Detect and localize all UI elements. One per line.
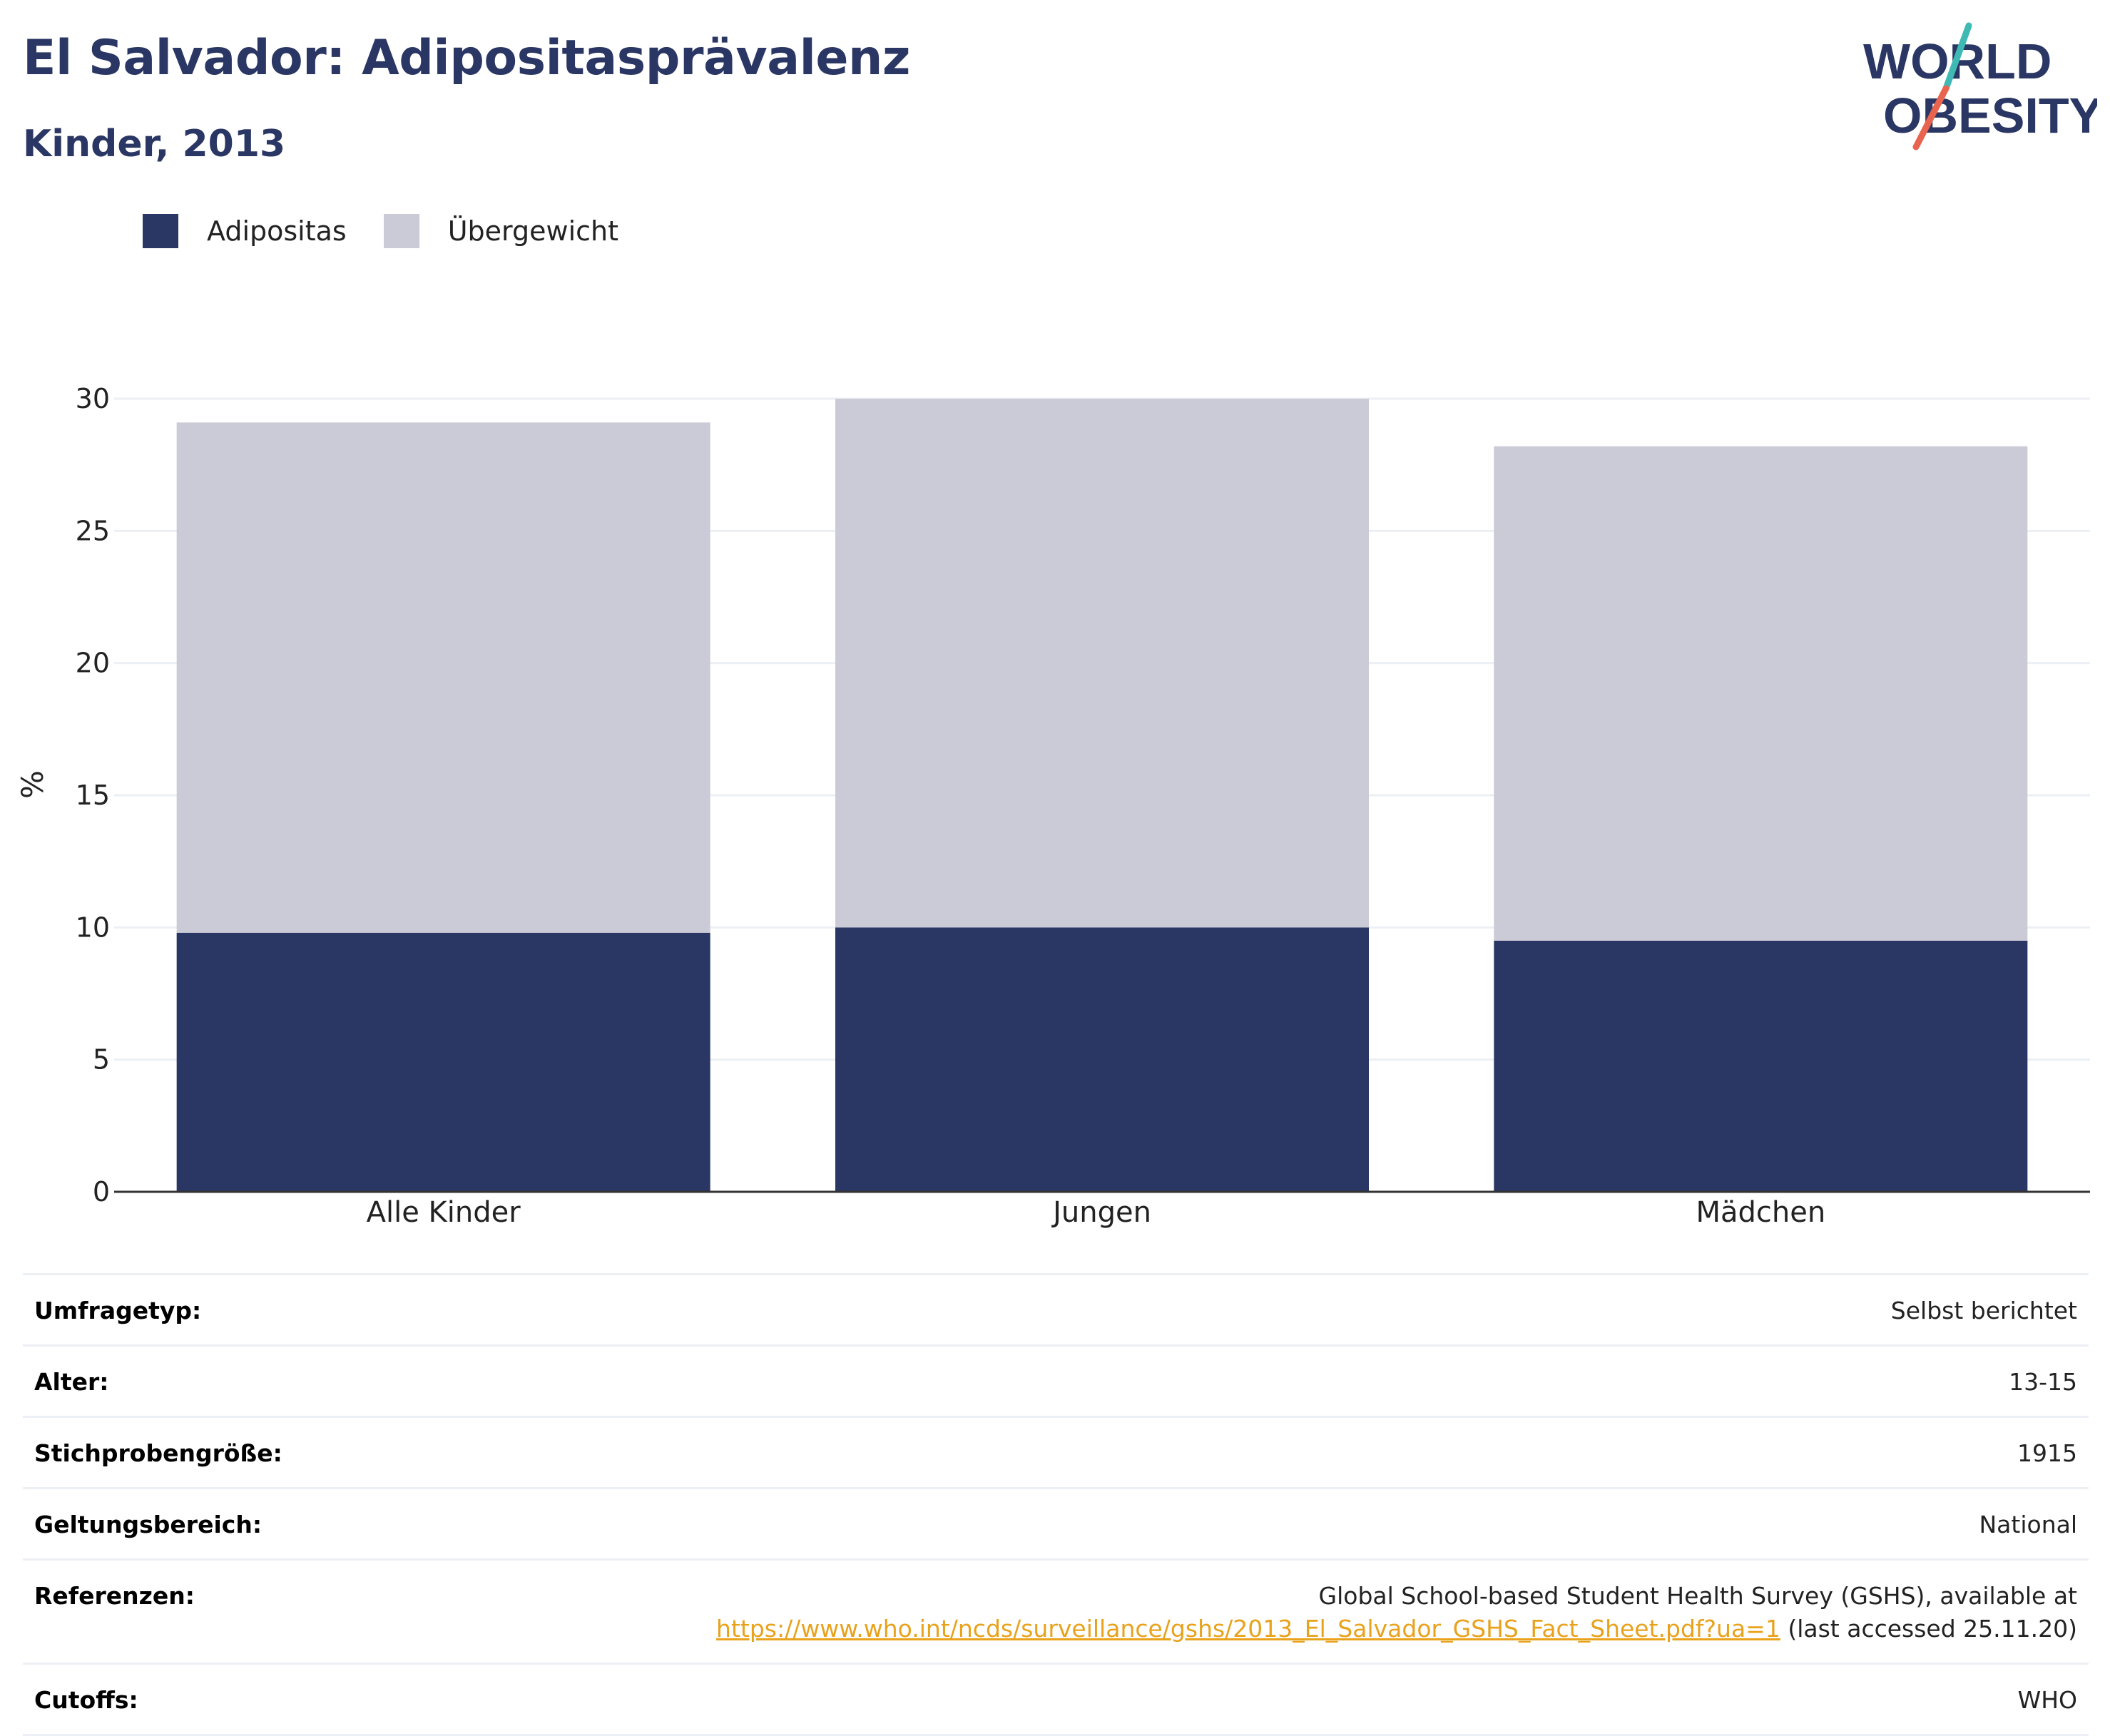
bar-adipositas-0[interactable]	[176, 932, 710, 1192]
info-value: 1915	[2017, 1439, 2077, 1467]
x-tick-label: Alle Kinder	[367, 1196, 521, 1229]
info-key: Umfragetyp:	[34, 1297, 202, 1324]
info-key: Geltungsbereich:	[34, 1511, 263, 1538]
info-row-cutoffs: Cutoffs: WHO	[23, 1663, 2089, 1736]
bar-adipositas-1[interactable]	[835, 927, 1369, 1192]
reference-text: Global School-based Student Health Surve…	[1318, 1582, 2077, 1610]
reference-link[interactable]: https://www.who.int/ncds/surveillance/gs…	[716, 1615, 1780, 1643]
info-value: Global School-based Student Health Surve…	[716, 1580, 2077, 1645]
info-value: WHO	[2017, 1686, 2077, 1714]
y-tick-label: 15	[76, 780, 110, 811]
legend-swatch-uebergewicht	[383, 214, 419, 248]
info-value: 13-15	[2009, 1368, 2077, 1396]
world-obesity-logo: WORLD OBESITY	[1863, 22, 2097, 150]
bar-uebergewicht-1[interactable]	[835, 399, 1369, 928]
x-tick-label: Mädchen	[1696, 1196, 1825, 1229]
bar-uebergewicht-2[interactable]	[1494, 446, 2028, 941]
chart-subtitle: Kinder, 2013	[23, 123, 286, 165]
legend-label-uebergewicht: Übergewicht	[447, 215, 618, 247]
info-row-umfragetyp: Umfragetyp: Selbst berichtet	[23, 1273, 2089, 1344]
info-row-geltungsbereich: Geltungsbereich: National	[23, 1487, 2089, 1558]
y-axis-label: %	[15, 770, 50, 799]
logo-text-obesity: OBESITY	[1883, 88, 2097, 143]
y-tick-label: 30	[76, 383, 110, 414]
y-tick-label: 0	[93, 1176, 110, 1207]
info-row-alter: Alter: 13-15	[23, 1344, 2089, 1416]
bar-uebergewicht-0[interactable]	[176, 422, 710, 933]
info-key: Referenzen:	[34, 1582, 195, 1610]
chart-title: El Salvador: Adipositasprävalenz	[23, 30, 911, 86]
legend-swatch-adipositas	[143, 214, 178, 248]
logo-slash-bottom	[1912, 85, 1950, 150]
logo-slash-top	[1942, 22, 1972, 92]
info-key: Cutoffs:	[34, 1686, 138, 1714]
info-key: Alter:	[34, 1368, 109, 1396]
chart-legend: Adipositas Übergewicht	[143, 213, 656, 250]
legend-item-adipositas[interactable]: Adipositas	[143, 214, 347, 248]
x-tick-label: Jungen	[1051, 1196, 1151, 1229]
info-row-referenzen: Referenzen: Global School-based Student …	[23, 1558, 2089, 1663]
reference-suffix: (last accessed 25.11.20)	[1780, 1615, 2077, 1643]
y-tick-label: 10	[76, 912, 110, 943]
stacked-bar-chart: 0 5 10 15 20 25 30 Alle Kinder Jungen Mädchen%	[15, 383, 2090, 1229]
info-row-stichprobengroesse: Stichprobengröße: 1915	[23, 1416, 2089, 1487]
survey-info-table: Umfragetyp: Selbst berichtet Alter: 13-1…	[23, 1273, 2089, 1736]
y-tick-label: 5	[93, 1044, 110, 1076]
info-key: Stichprobengröße:	[34, 1439, 282, 1467]
y-tick-label: 20	[76, 648, 110, 679]
legend-item-uebergewicht[interactable]: Übergewicht	[383, 214, 618, 248]
y-tick-label: 25	[76, 515, 110, 546]
info-value: Selbst berichtet	[1890, 1297, 2077, 1324]
legend-label-adipositas: Adipositas	[207, 215, 347, 247]
info-value: National	[1979, 1511, 2077, 1538]
bar-adipositas-2[interactable]	[1494, 940, 2028, 1192]
